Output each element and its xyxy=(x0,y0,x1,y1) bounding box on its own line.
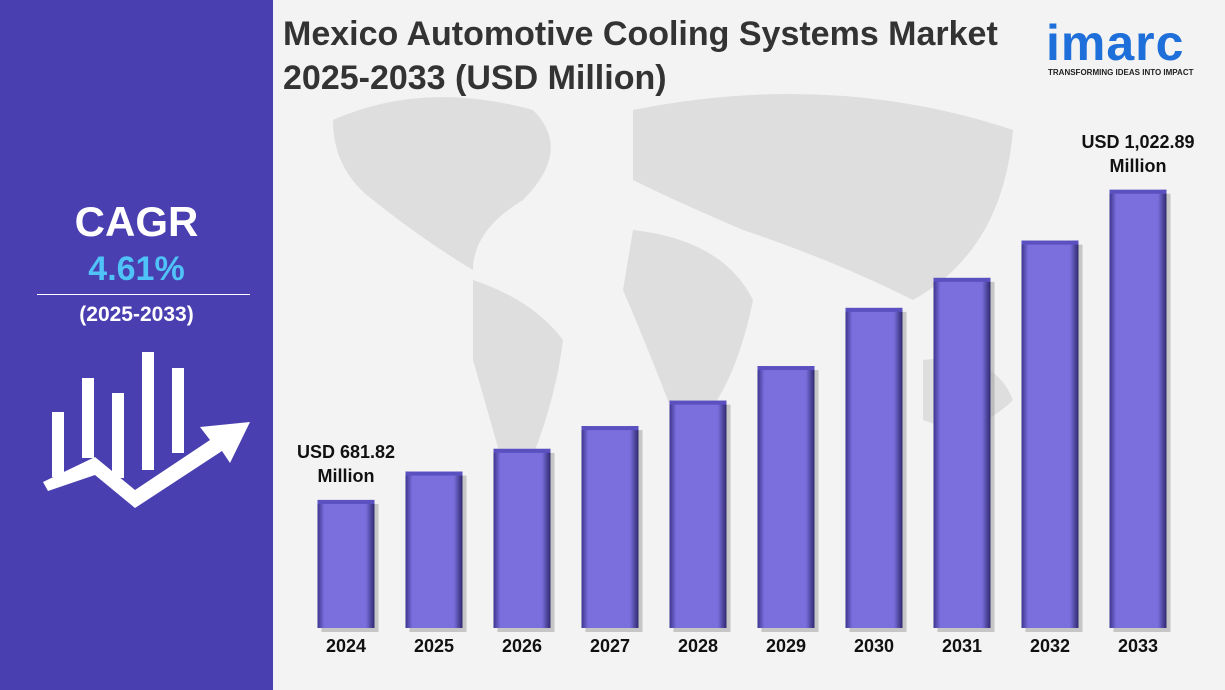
x-tick-label: 2028 xyxy=(678,636,718,656)
bar-cap xyxy=(493,448,551,453)
x-tick-label: 2029 xyxy=(766,636,806,656)
bar-cap xyxy=(845,307,903,312)
bar-cap xyxy=(317,499,375,504)
x-tick-label: 2026 xyxy=(502,636,542,656)
value-label: USD 1,022.89 Million xyxy=(1081,131,1195,176)
value-label: USD 681.82 Million xyxy=(296,441,396,486)
bar xyxy=(581,426,639,628)
bar-cap xyxy=(405,471,463,476)
sidebar: CAGR 4.61% (2025-2033) xyxy=(0,0,273,690)
cagr-period: (2025-2033) xyxy=(79,303,194,326)
bar xyxy=(845,307,903,628)
cagr-label: CAGR xyxy=(74,198,199,245)
bar xyxy=(933,277,991,628)
x-tick-label: 2030 xyxy=(854,636,894,656)
x-tick-label: 2031 xyxy=(942,636,982,656)
bar xyxy=(1109,189,1167,628)
x-tick-label: 2032 xyxy=(1030,636,1070,656)
bar-cap xyxy=(933,277,991,282)
x-tick-label: 2025 xyxy=(414,636,454,656)
chart-title: Mexico Automotive Cooling Systems Market… xyxy=(283,15,998,97)
x-tick-label: 2027 xyxy=(590,636,630,656)
bar xyxy=(757,366,815,628)
bar xyxy=(669,400,727,628)
logo: imarc xyxy=(1046,15,1185,71)
bar xyxy=(405,471,463,628)
world-map xyxy=(333,94,1013,500)
bar-cap xyxy=(581,426,639,431)
logo-tagline: TRANSFORMING IDEAS INTO IMPACT xyxy=(1048,68,1194,77)
bar xyxy=(317,499,375,628)
bar-cap xyxy=(1109,189,1167,194)
bar-cap xyxy=(1021,240,1079,245)
bar-cap xyxy=(669,400,727,405)
growth-icon xyxy=(43,352,250,508)
bar xyxy=(1021,240,1079,628)
x-tick-label: 2024 xyxy=(326,636,366,656)
x-tick-label: 2033 xyxy=(1118,636,1158,656)
bar xyxy=(493,448,551,628)
divider xyxy=(37,294,250,295)
bar-cap xyxy=(757,366,815,371)
cagr-value: 4.61% xyxy=(88,250,185,288)
